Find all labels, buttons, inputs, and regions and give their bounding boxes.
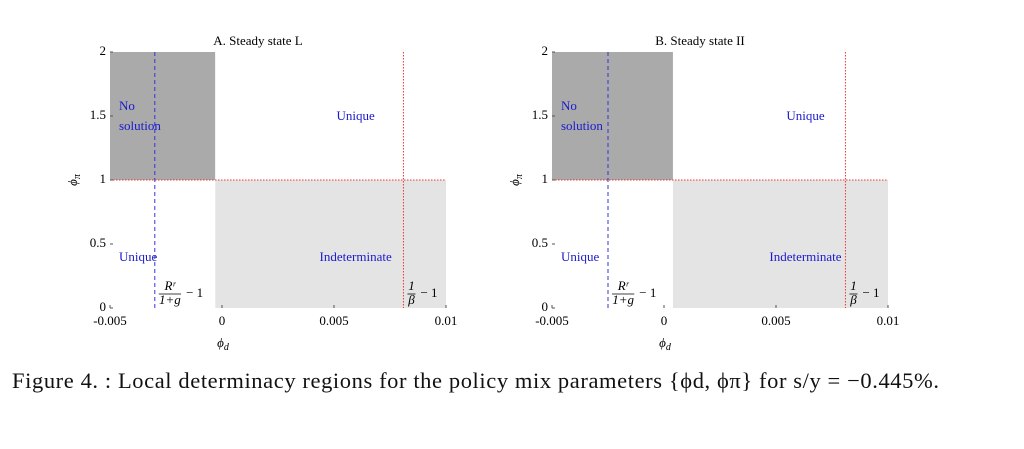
region: [552, 180, 673, 308]
x-tick-label: 0: [661, 313, 668, 328]
fraction-denominator: 1+g: [159, 292, 181, 307]
x-axis-subscript: d: [666, 342, 672, 353]
y-tick-label: 1.5: [532, 107, 548, 122]
region: [215, 52, 446, 180]
y-axis-subscript: π: [514, 173, 525, 179]
region-label: Indeterminate: [320, 249, 392, 264]
region-label: Unique: [336, 108, 375, 123]
fraction-denominator: β: [849, 292, 857, 307]
y-axis-symbol: ϕ: [65, 179, 80, 186]
region-label: Unique: [119, 249, 158, 264]
fraction-numerator: Rʳ: [617, 278, 630, 293]
y-tick-label: 1: [100, 171, 107, 186]
x-tick-label: 0.005: [319, 313, 348, 328]
fraction-numerator: 1: [408, 278, 415, 293]
x-tick-label: -0.005: [93, 313, 127, 328]
x-tick-label: 0.005: [761, 313, 790, 328]
y-tick-label: 0.5: [532, 235, 548, 250]
region: [215, 180, 446, 308]
x-axis-label: ϕd: [659, 335, 672, 353]
fraction-denominator: 1+g: [612, 292, 634, 307]
region: [552, 52, 673, 180]
fraction-tail: − 1: [186, 285, 203, 300]
region-label: Unique: [786, 108, 825, 123]
x-tick-label: 0.01: [435, 313, 458, 328]
y-tick-label: 0: [542, 299, 549, 314]
y-axis-label: ϕπ: [507, 173, 525, 186]
x-axis-label: ϕd: [217, 335, 230, 353]
x-axis-symbol: ϕ: [217, 335, 224, 350]
y-tick-label: 2: [100, 43, 107, 58]
chart-title: A. Steady state L: [213, 33, 303, 48]
fraction-tail: − 1: [862, 285, 879, 300]
fraction-tail: − 1: [639, 285, 656, 300]
y-axis-subscript: π: [72, 173, 83, 179]
region-label: Unique: [561, 249, 600, 264]
caption: Figure 4. : Local determinacy regions fo…: [12, 368, 940, 393]
y-tick-label: 1.5: [90, 107, 106, 122]
x-axis-symbol: ϕ: [659, 335, 666, 350]
y-tick-label: 1: [542, 171, 549, 186]
x-tick-label: 0: [219, 313, 226, 328]
region-label: Indeterminate: [769, 249, 841, 264]
x-tick-label: 0.01: [877, 313, 900, 328]
y-tick-label: 2: [542, 43, 549, 58]
region-label: solution: [561, 118, 603, 133]
region-label: solution: [119, 118, 161, 133]
fraction-denominator: β: [407, 292, 415, 307]
x-axis-subscript: d: [224, 342, 230, 353]
y-axis-symbol: ϕ: [507, 179, 522, 186]
y-axis-label: ϕπ: [65, 173, 83, 186]
region-label: No: [561, 98, 577, 113]
region-label: No: [119, 98, 135, 113]
y-tick-label: 0: [100, 299, 107, 314]
y-tick-label: 0.5: [90, 235, 106, 250]
fraction-numerator: 1: [850, 278, 857, 293]
region: [672, 52, 888, 180]
region: [110, 180, 216, 308]
fraction-numerator: Rʳ: [164, 278, 177, 293]
x-tick-label: -0.005: [535, 313, 569, 328]
fraction-tail: − 1: [420, 285, 437, 300]
region: [110, 52, 216, 180]
region: [672, 180, 888, 308]
chart-title: B. Steady state II: [655, 33, 745, 48]
